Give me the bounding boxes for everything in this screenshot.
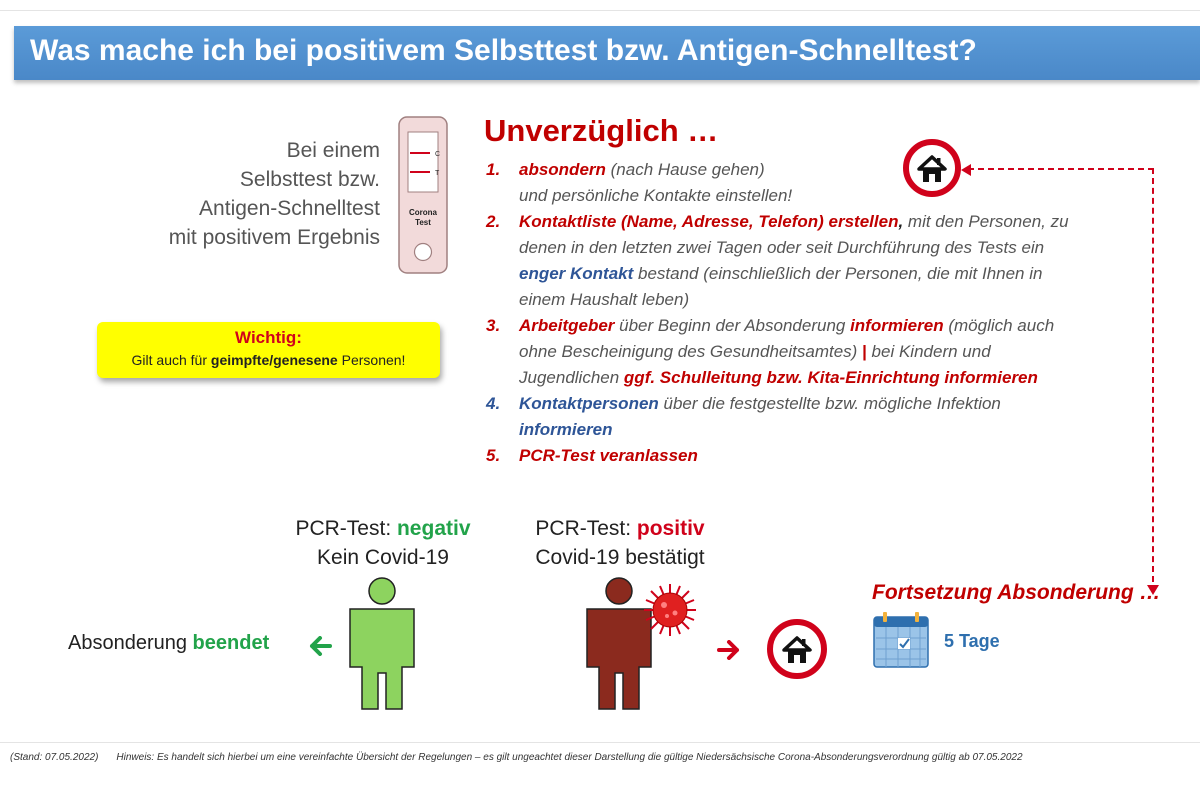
- corona-test-icon: C T Corona Test: [398, 116, 448, 274]
- step-number: 5.: [486, 446, 501, 465]
- isolation-ended-text: Absonderung beendet: [68, 632, 270, 654]
- footer-note: (Stand: 07.05.2022) Hinweis: Es handelt s…: [10, 752, 1023, 763]
- arrow-left-icon: [308, 636, 332, 656]
- important-title: Wichtig:: [235, 328, 302, 347]
- footer-hint: Hinweis: Es handelt sich hierbei um eine…: [116, 752, 1023, 763]
- important-notice: Wichtig: Gilt auch für geimpfte/genesene…: [97, 322, 440, 378]
- virus-icon: [642, 582, 698, 638]
- dashed-connector-vertical: [1152, 168, 1154, 582]
- continuation-title: Fortsetzung Absonderung …: [872, 581, 1161, 604]
- step-number: 3.: [486, 316, 501, 335]
- dashed-connector-horizontal: [968, 168, 1154, 170]
- person-negative-icon: [346, 577, 418, 711]
- page-title: Was mache ich bei positivem Selbsttest b…: [30, 34, 977, 67]
- duration-label: 5 Tage: [944, 631, 1000, 651]
- intro-line: Bei einem: [286, 139, 380, 162]
- footer-divider: [0, 742, 1200, 743]
- step-number: 4.: [486, 394, 501, 413]
- pcr-negative-text: PCR-Test: negativ Kein Covid-19: [295, 517, 471, 569]
- person-positive-icon: [583, 577, 655, 711]
- arrow-head-icon: [1147, 582, 1159, 595]
- steps-headline: Unverzüglich …: [484, 113, 719, 148]
- intro-line: mit positivem Ergebnis: [168, 226, 380, 249]
- home-icon: [766, 618, 828, 680]
- test-label-1: Corona: [409, 208, 438, 217]
- test-label-2: Test: [415, 218, 431, 227]
- intro-line: Selbsttest bzw.: [239, 168, 380, 191]
- arrow-head-icon: [961, 163, 971, 176]
- home-icon: [902, 138, 962, 198]
- calendar-icon: [872, 611, 930, 669]
- title-banner: Was mache ich bei positivem Selbsttest b…: [14, 26, 1200, 80]
- important-text: Gilt auch für geimpfte/genesene Personen…: [131, 352, 406, 368]
- test-marker-t: T: [435, 170, 440, 177]
- footer-date: (Stand: 07.05.2022): [10, 752, 99, 763]
- pcr-positive-text: PCR-Test: positiv Covid-19 bestätigt: [535, 517, 705, 569]
- intro-text: Bei einem Selbsttest bzw. Antigen-Schnel…: [100, 136, 380, 252]
- intro-line: Antigen-Schnelltest: [199, 197, 380, 220]
- test-marker-c: C: [435, 151, 440, 158]
- step-number: 1.: [486, 160, 501, 179]
- top-divider: [0, 10, 1200, 11]
- arrow-right-icon: [717, 640, 741, 660]
- step-number: 2.: [486, 212, 501, 231]
